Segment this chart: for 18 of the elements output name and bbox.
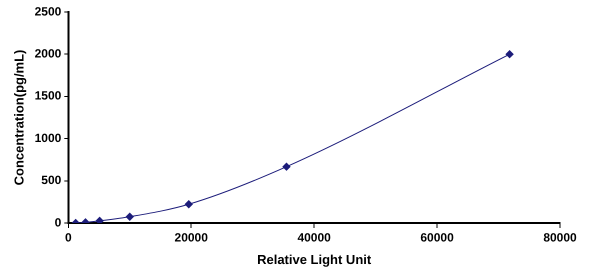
point — [282, 162, 290, 171]
point — [184, 200, 193, 208]
x-tick-label: 40000 — [297, 230, 332, 245]
point — [96, 216, 104, 223]
y-tick-label: 1000 — [34, 130, 62, 145]
y-tick-label: 1500 — [34, 88, 62, 103]
y-tick-label: 500 — [41, 173, 62, 188]
y-axis-title: Concentration(pg/mL) — [11, 50, 26, 186]
x-tick-label: 0 — [64, 230, 72, 245]
point — [506, 50, 514, 58]
x-tick-label: 80000 — [543, 230, 578, 245]
x-tick-label: 20000 — [174, 230, 208, 245]
x-tick-label: 60000 — [420, 230, 454, 245]
y-tick-label: 0 — [54, 215, 62, 230]
y-tick-label: 2500 — [34, 4, 62, 18]
y-tick-label: 2000 — [34, 46, 62, 61]
x-axis-title: Relative Light Unit — [257, 252, 372, 267]
point — [126, 212, 134, 221]
